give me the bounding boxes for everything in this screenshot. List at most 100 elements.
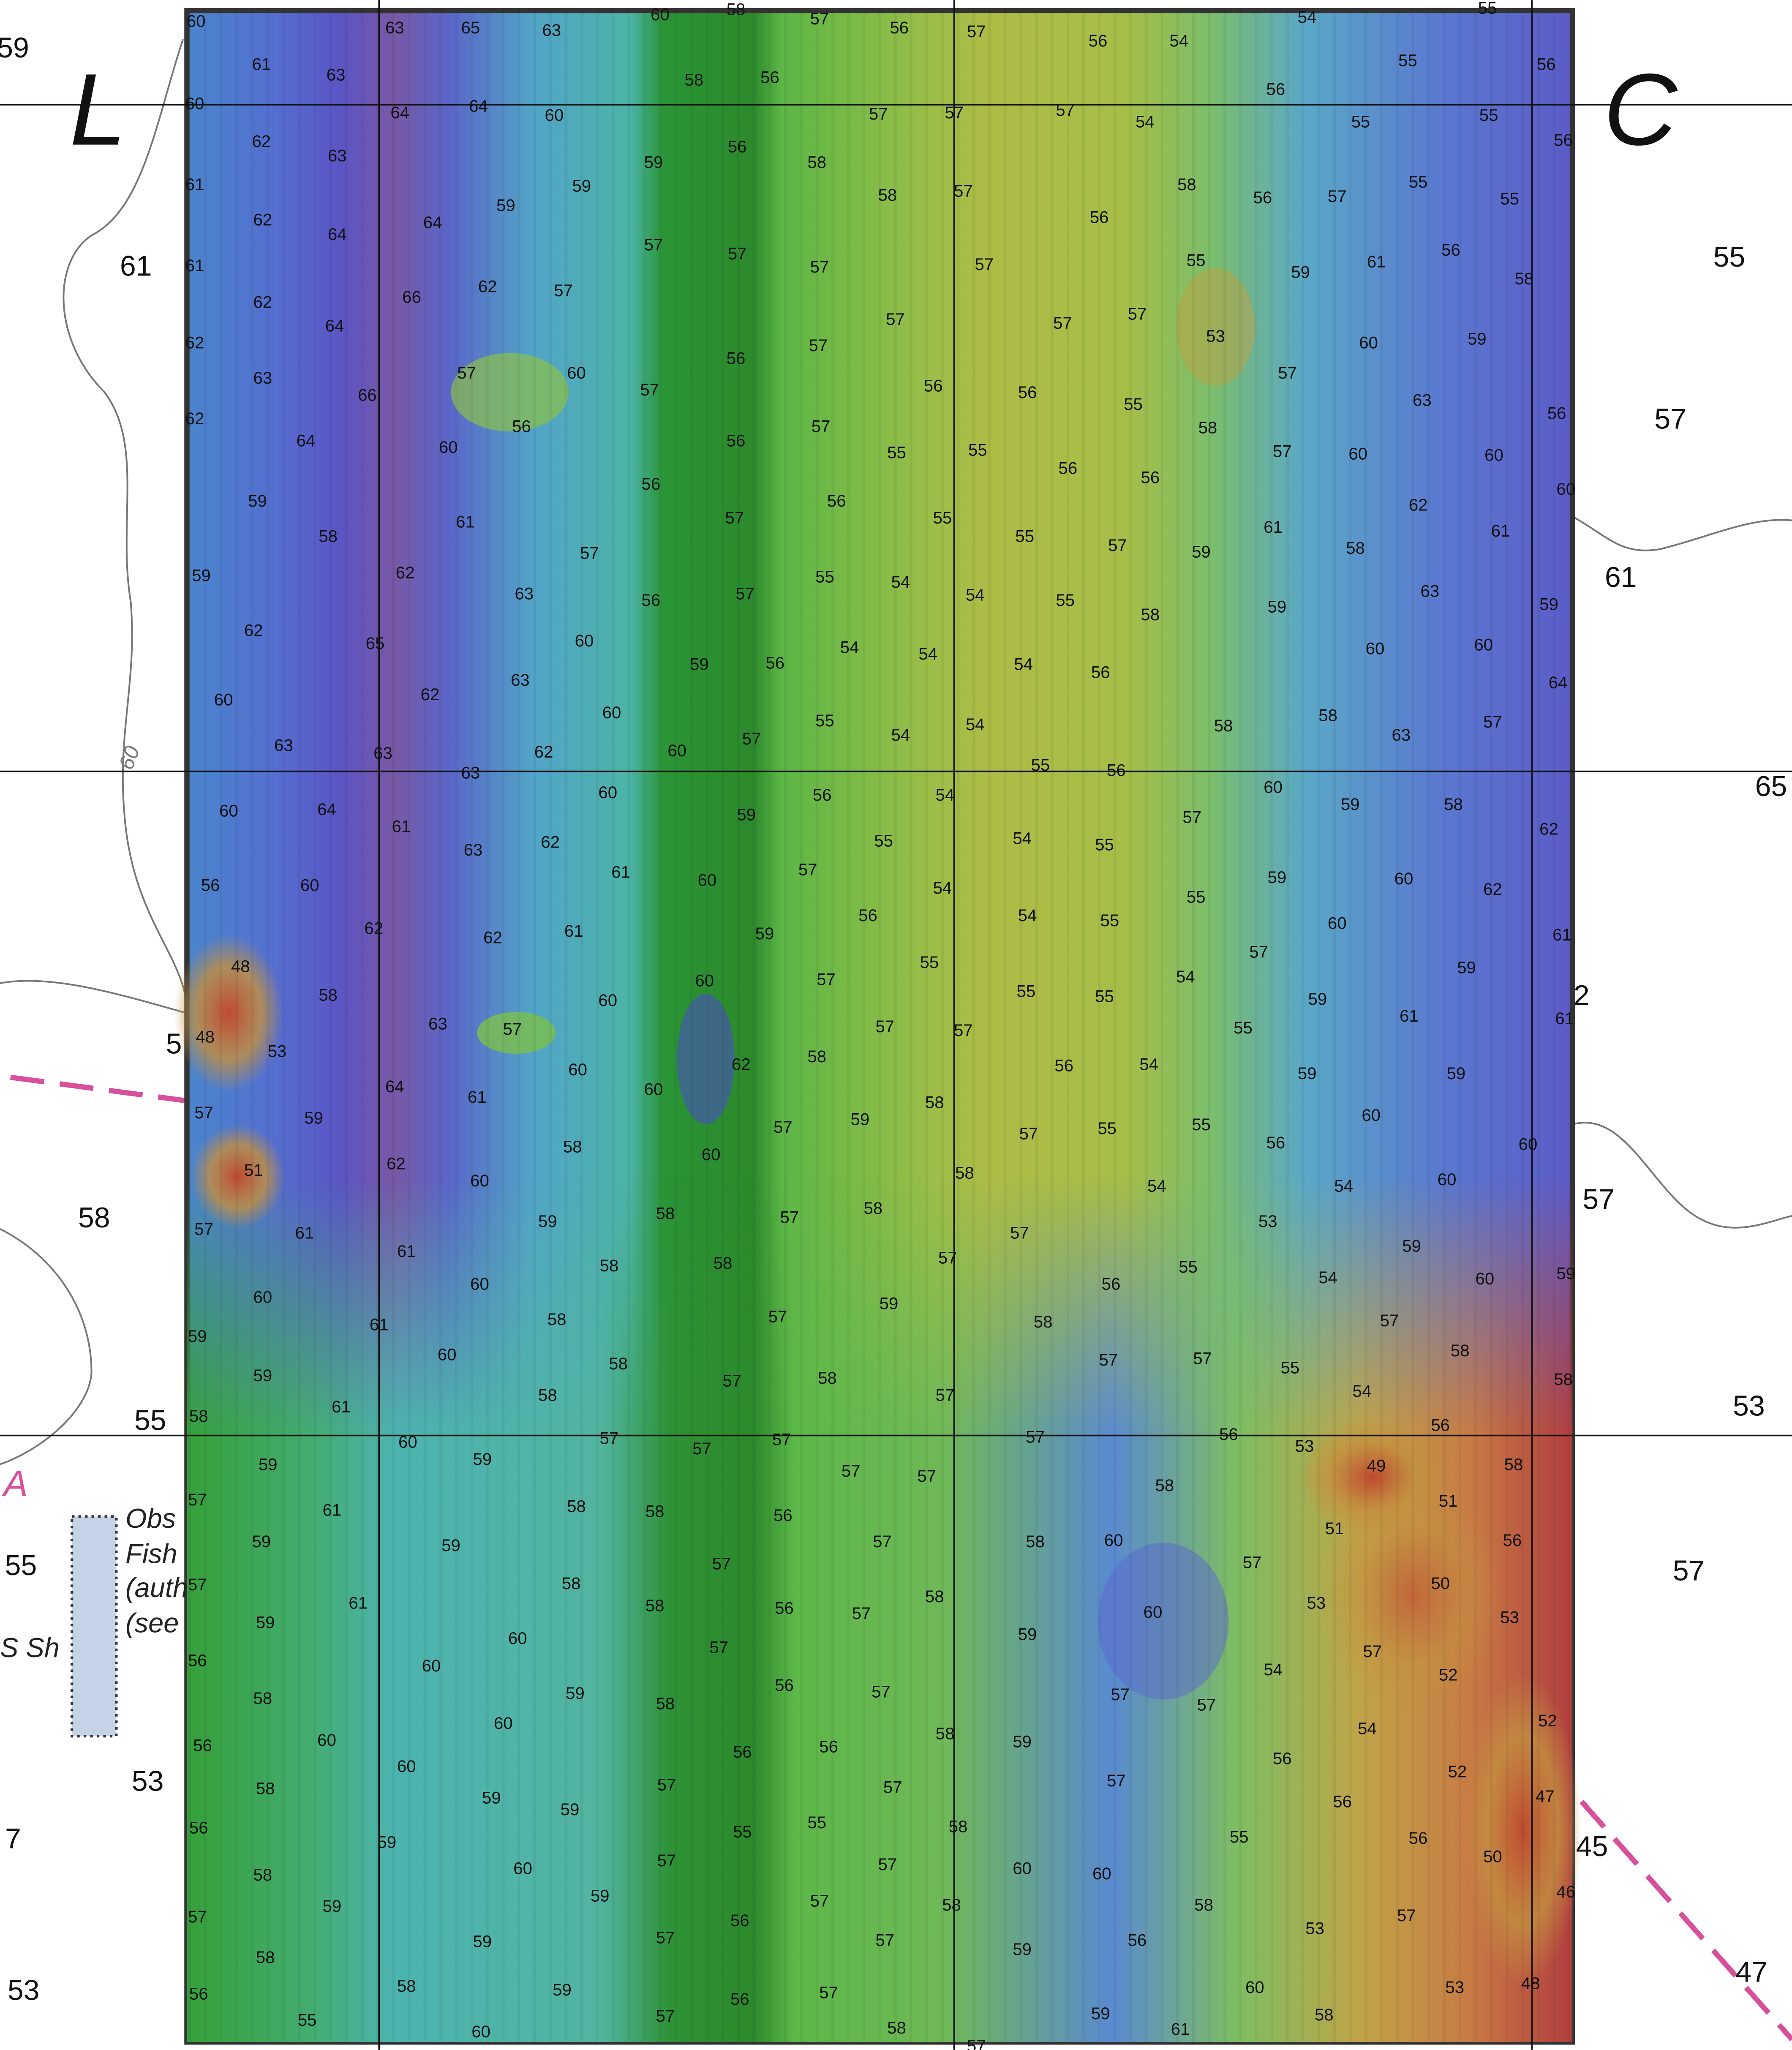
sounding: 59: [880, 1294, 899, 1313]
sounding: 58: [1214, 716, 1233, 735]
sounding: 57: [1273, 442, 1292, 461]
sounding: 59: [755, 924, 774, 943]
margin-sounding: 5: [166, 1028, 182, 1060]
sounding: 57: [817, 970, 836, 989]
sounding: 61: [1552, 925, 1571, 944]
contour: [63, 39, 188, 1007]
sounding: 61: [1555, 1009, 1574, 1028]
sounding: 60: [317, 1731, 336, 1750]
sounding: 58: [925, 1587, 944, 1606]
sounding: 61: [1264, 518, 1283, 537]
sounding: 46: [1556, 1882, 1575, 1901]
sounding: 60: [602, 703, 621, 722]
sounding: 57: [954, 182, 973, 201]
margin-sounding: 55: [1713, 241, 1746, 273]
sounding: 55: [733, 1822, 752, 1841]
sounding: 60: [598, 991, 617, 1010]
sounding: 54: [1014, 655, 1033, 674]
sounding: 62: [253, 293, 272, 312]
sounding: 57: [917, 1467, 936, 1486]
sounding: 58: [936, 1724, 955, 1743]
sounding: 62: [396, 563, 415, 582]
note-line: (see: [125, 1607, 179, 1638]
sounding: 52: [1448, 1762, 1467, 1781]
sounding: 57: [712, 1554, 731, 1573]
sounding: 54: [891, 725, 910, 744]
margin-sounding: 59: [0, 32, 29, 64]
sounding: 57: [656, 2006, 675, 2025]
sounding: 57: [188, 1490, 207, 1509]
sounding: 53: [1206, 327, 1225, 346]
sounding: 57: [875, 1017, 894, 1036]
sounding: 55: [1095, 835, 1114, 854]
sounding: 63: [428, 1014, 447, 1033]
sounding: 60: [470, 1274, 489, 1293]
sounding: 59: [377, 1833, 396, 1852]
sounding: 54: [1176, 967, 1195, 986]
sounding: 60: [422, 1656, 441, 1675]
sounding: 56: [727, 431, 746, 450]
sounding: 56: [775, 1676, 794, 1695]
sounding: 57: [1363, 1642, 1382, 1661]
sounding: 58: [714, 1254, 733, 1273]
sounding: 59: [1539, 594, 1558, 613]
sounding: 54: [840, 638, 859, 657]
sounding: 57: [722, 1371, 741, 1390]
sounding: 47: [1536, 1787, 1555, 1806]
sounding: 56: [1273, 1749, 1292, 1768]
sounding: 57: [1380, 1311, 1399, 1330]
sounding: 57: [812, 417, 831, 436]
sounding: 58: [863, 1199, 882, 1218]
sounding: 60: [1144, 1603, 1163, 1622]
sounding: 60: [598, 783, 617, 802]
sounding: 53: [1445, 1978, 1464, 1997]
sounding: 64: [1549, 673, 1568, 692]
sounding: 57: [1019, 1124, 1038, 1143]
sounding: 59: [1268, 868, 1287, 887]
note-line: (auth: [125, 1572, 188, 1603]
sounding: 63: [511, 671, 530, 690]
sounding: 58: [189, 1407, 208, 1426]
sounding: 58: [253, 1865, 272, 1884]
sounding: 57: [580, 544, 599, 563]
margin-sounding: 47: [1735, 1956, 1767, 1988]
sounding: 56: [1127, 1931, 1147, 1950]
sounding: 57: [1193, 1349, 1212, 1368]
sounding: 60: [567, 363, 586, 382]
sounding: 48: [196, 1028, 215, 1047]
sounding: 59: [561, 1800, 580, 1819]
boundary-line: [10, 1074, 188, 1104]
sounding: 55: [1124, 395, 1143, 414]
sounding: 48: [1521, 1974, 1540, 1993]
sounding: 54: [891, 572, 910, 592]
sounding: 59: [1013, 1940, 1032, 1959]
sounding: 57: [1108, 536, 1127, 555]
sounding: 56: [189, 1818, 208, 1837]
sounding: 58: [807, 153, 826, 172]
sounding: 60: [702, 1145, 721, 1164]
sounding: 58: [656, 1204, 675, 1223]
sounding: 54: [1264, 1660, 1283, 1679]
sounding: 63: [274, 736, 293, 755]
sounding: 58: [1141, 605, 1160, 624]
boundary-line: [1580, 1799, 1792, 2042]
sounding: 60: [667, 741, 686, 760]
contour: [1572, 515, 1792, 551]
contours: [0, 39, 1792, 1465]
sounding: 55: [807, 1813, 826, 1832]
sounding: 59: [482, 1788, 501, 1807]
sounding: 59: [737, 805, 756, 824]
sounding: 57: [644, 235, 663, 254]
swath-stripes: [187, 10, 1573, 2042]
sounding: 57: [554, 281, 573, 300]
sounding: 58: [256, 1948, 275, 1967]
sounding: 61: [456, 512, 475, 531]
sounding: 58: [538, 1385, 557, 1404]
sounding: 60: [644, 1080, 663, 1099]
sounding: 54: [1136, 112, 1155, 131]
sounding: 59: [1298, 1064, 1317, 1083]
sounding: 57: [810, 9, 829, 28]
sounding: 57: [640, 380, 659, 399]
sounding: 58: [949, 1817, 968, 1836]
